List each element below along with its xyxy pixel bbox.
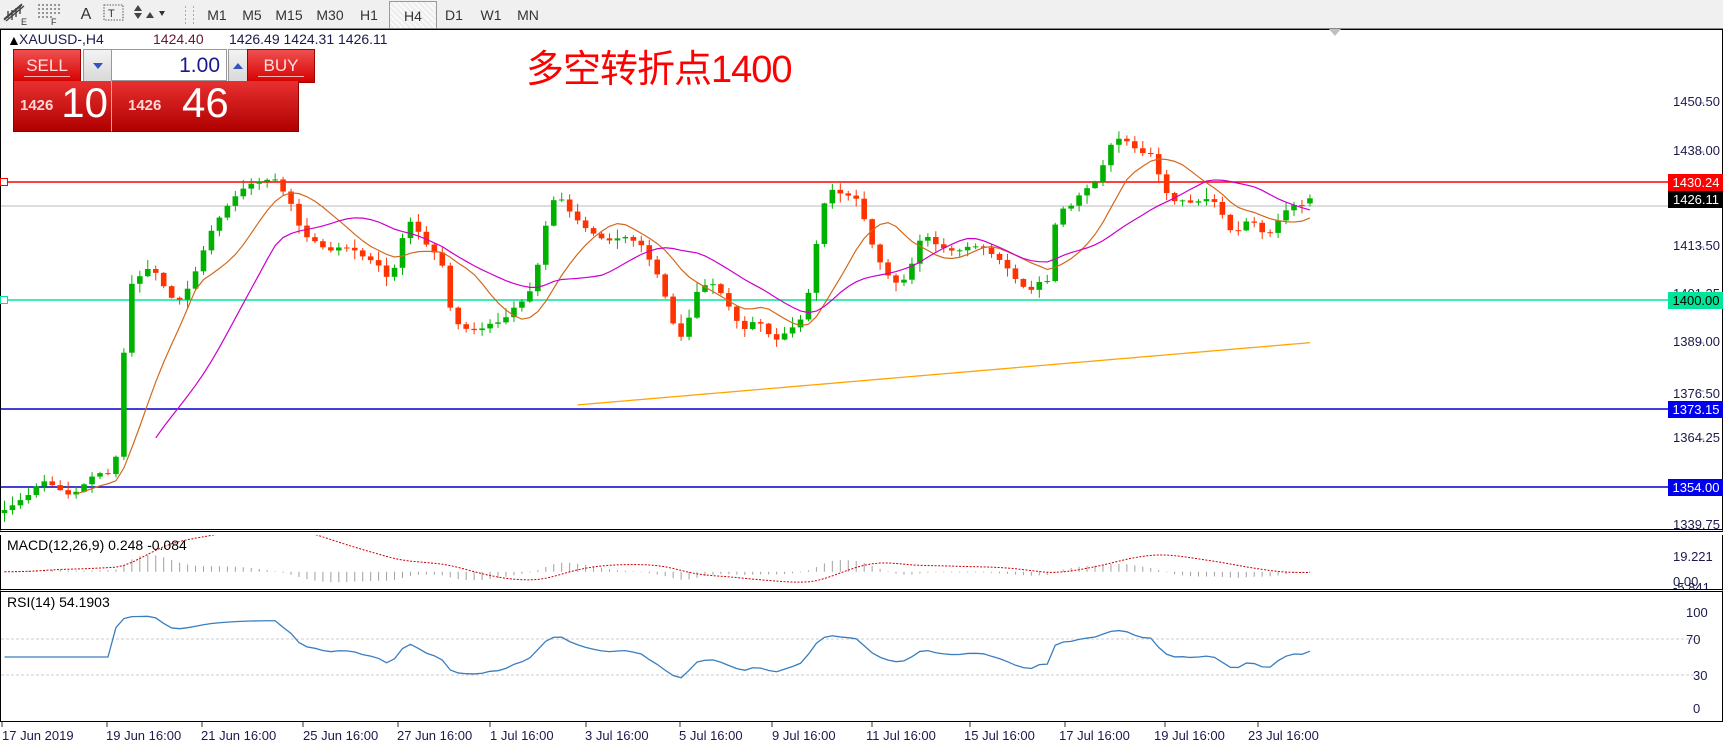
svg-text:E: E [21,17,27,27]
svg-text:T: T [108,8,115,20]
svg-text:F: F [51,17,57,27]
